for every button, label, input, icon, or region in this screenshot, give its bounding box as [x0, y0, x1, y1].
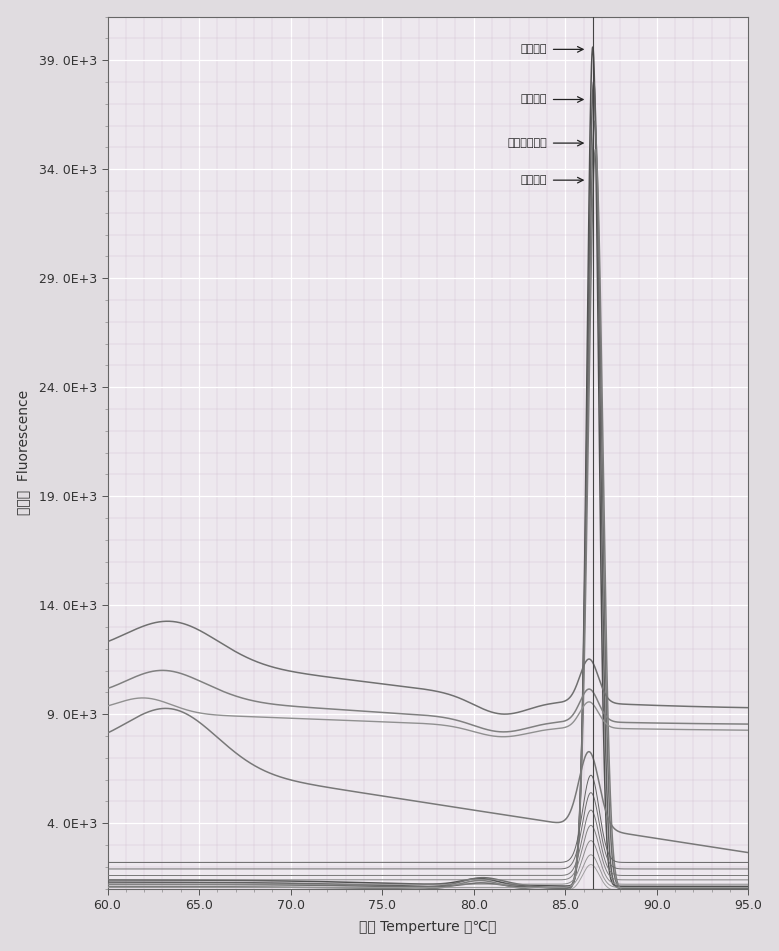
- Text: 杀日本鲵亚种: 杀日本鲵亚种: [507, 138, 547, 148]
- Text: 鲑鳓亚种: 鲑鳓亚种: [520, 45, 547, 54]
- Y-axis label: 荧光值  Fluorescence: 荧光值 Fluorescence: [16, 390, 30, 515]
- Text: 史氏亚种: 史氏亚种: [520, 175, 547, 185]
- X-axis label: 温度 Temperture （℃）: 温度 Temperture （℃）: [359, 921, 497, 934]
- Text: 无色亚种: 无色亚种: [520, 94, 547, 105]
